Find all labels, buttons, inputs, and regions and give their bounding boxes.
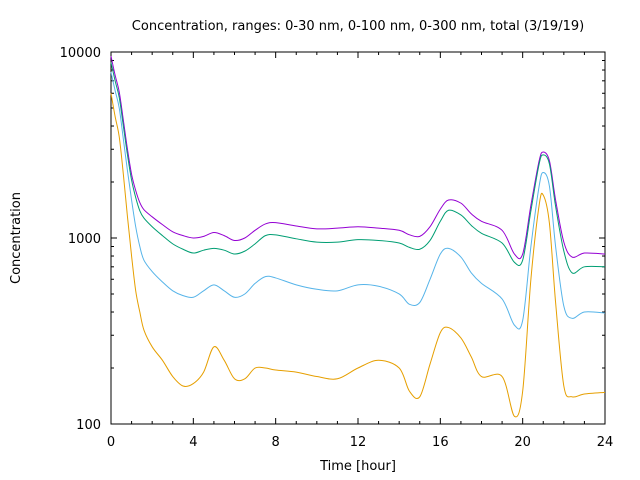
x-tick-label: 16 bbox=[432, 435, 449, 450]
x-tick-label: 20 bbox=[514, 435, 531, 450]
series-line-3 bbox=[110, 71, 606, 330]
x-tick-label: 0 bbox=[107, 435, 115, 450]
y-tick-label: 1000 bbox=[68, 232, 101, 247]
chart-title: Concentration, ranges: 0-30 nm, 0-100 nm… bbox=[132, 19, 584, 34]
y-axis-label: Concentration bbox=[9, 192, 24, 284]
x-tick-label: 4 bbox=[189, 435, 197, 450]
x-tick-label: 12 bbox=[350, 435, 367, 450]
series-line-1 bbox=[110, 56, 606, 260]
y-tick-label: 10000 bbox=[60, 46, 101, 61]
x-tick-label: 24 bbox=[597, 435, 614, 450]
y-tick-label: 100 bbox=[76, 418, 101, 433]
x-axis-label: Time [hour] bbox=[319, 459, 396, 474]
x-ticks: 0 4 8 12 16 20 24 bbox=[107, 52, 613, 450]
y-ticks: 100 1000 10000 bbox=[60, 46, 605, 433]
series-line-2 bbox=[110, 62, 606, 274]
series-group bbox=[110, 56, 606, 418]
series-line-4 bbox=[110, 93, 606, 418]
x-tick-label: 8 bbox=[272, 435, 280, 450]
